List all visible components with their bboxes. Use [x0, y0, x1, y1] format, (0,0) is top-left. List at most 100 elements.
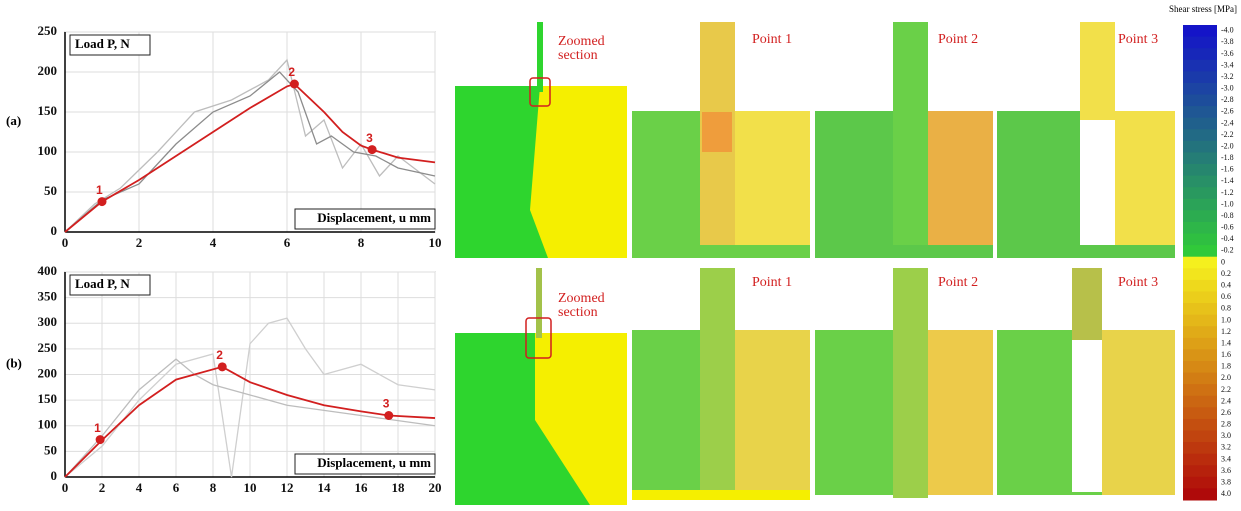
point-label: 3 [383, 397, 390, 411]
colorbar-label: -3.6 [1221, 49, 1234, 58]
y-axis-label: Load P, N [75, 276, 130, 291]
colorbar-label: -2.8 [1221, 95, 1234, 104]
x-tick-label: 6 [173, 480, 180, 495]
colorbar-swatch [1183, 71, 1217, 84]
colorbar-swatch [1183, 36, 1217, 49]
colorbar-label: 2.0 [1221, 373, 1231, 382]
colorbar-label: -2.0 [1221, 141, 1234, 150]
x-axis-label: Displacement, u mm [317, 455, 431, 470]
colorbar-label: -0.4 [1221, 234, 1234, 243]
y-tick-label: 250 [38, 340, 58, 355]
point-title: Point 3 [1118, 275, 1158, 290]
colorbar-swatch [1183, 233, 1217, 246]
colorbar-swatch [1183, 187, 1217, 200]
y-tick-label: 50 [44, 183, 57, 198]
colorbar-swatch [1183, 372, 1217, 385]
colorbar-label: -2.6 [1221, 107, 1234, 116]
point-marker [217, 362, 227, 372]
colorbar-label: -3.2 [1221, 72, 1234, 81]
fe-zoom-b [455, 268, 627, 505]
colorbar-swatch [1183, 418, 1217, 431]
colorbar-swatch [1183, 48, 1217, 61]
x-label-box [294, 453, 436, 475]
colorbar-title: Shear stress [MPa] [1169, 4, 1237, 14]
colorbar-swatch [1183, 25, 1217, 38]
y-tick-label: 150 [38, 391, 58, 406]
point-label: 1 [94, 421, 101, 435]
colorbar-label: 1.0 [1221, 315, 1231, 324]
colorbar-swatch [1183, 59, 1217, 72]
x-tick-label: 18 [392, 480, 406, 495]
x-tick-label: 10 [244, 480, 257, 495]
colorbar-label: -0.6 [1221, 223, 1234, 232]
colorbar-swatch [1183, 326, 1217, 339]
zoom-label: Zoomed section [558, 34, 605, 63]
colorbar-swatch [1183, 268, 1217, 281]
x-tick-label: 14 [318, 480, 332, 495]
colorbar-label: 4.0 [1221, 489, 1231, 498]
y-tick-label: 200 [38, 365, 58, 380]
colorbar-swatch [1183, 442, 1217, 455]
colorbar-label: 3.0 [1221, 431, 1231, 440]
data-line [64, 71, 436, 233]
colorbar-swatch [1183, 314, 1217, 327]
colorbar-label: -3.4 [1221, 60, 1234, 69]
y-tick-label: 150 [38, 103, 58, 118]
data-line [64, 365, 436, 478]
point-marker [95, 435, 105, 445]
point-title: Point 1 [752, 32, 792, 47]
colorbar-label: 0.2 [1221, 269, 1231, 278]
colorbar-swatch [1183, 488, 1217, 501]
data-line [64, 58, 436, 233]
colorbar-swatch [1183, 152, 1217, 165]
x-axis-label: Displacement, u mm [317, 210, 431, 225]
colorbar-label: -1.8 [1221, 153, 1234, 162]
data-line [64, 358, 436, 478]
colorbar-label: 0.8 [1221, 304, 1231, 313]
colorbar-swatch [1183, 476, 1217, 489]
colorbar-swatch [1183, 106, 1217, 119]
x-tick-label: 0 [62, 235, 69, 250]
colorbar-label: -2.2 [1221, 130, 1234, 139]
colorbar-swatch [1183, 453, 1217, 466]
colorbar-label: -1.0 [1221, 199, 1234, 208]
colorbar-label: -2.4 [1221, 118, 1234, 127]
colorbar-swatch [1183, 198, 1217, 211]
colorbar-swatch [1183, 82, 1217, 96]
colorbar-swatch [1183, 349, 1217, 362]
x-tick-label: 4 [136, 480, 143, 495]
y-tick-label: 0 [51, 223, 58, 238]
panel-label: (a) [6, 113, 21, 128]
point-title: Point 2 [938, 275, 978, 290]
colorbar-swatch [1183, 117, 1217, 130]
colorbar-label: 0.6 [1221, 292, 1231, 301]
y-tick-label: 300 [38, 314, 58, 329]
data-line [64, 317, 436, 478]
fe-panels: Zoomed section Zoomed section Point 1 Point 2… [558, 22, 1175, 500]
x-tick-label: 20 [429, 480, 442, 495]
x-tick-label: 0 [62, 480, 69, 495]
colorbar-swatch [1183, 129, 1217, 142]
colorbar-label: 2.6 [1221, 408, 1231, 417]
colorbar-swatch [1183, 360, 1217, 374]
colorbar-label: -1.2 [1221, 188, 1234, 197]
colorbar-label: 3.4 [1221, 454, 1231, 463]
colorbar: Shear stress [MPa] -4.0 -3.8 -3.6 -3.4 -3.2 -3… [1169, 4, 1237, 501]
colorbar-swatch [1183, 303, 1217, 316]
colorbar-label: 2.8 [1221, 420, 1231, 429]
colorbar-swatch [1183, 279, 1217, 292]
x-tick-label: 6 [284, 235, 291, 250]
y-tick-label: 250 [38, 23, 58, 38]
point-marker [367, 145, 377, 155]
y-tick-label: 350 [38, 289, 58, 304]
colorbar-swatch [1183, 140, 1217, 153]
y-label-box [69, 34, 151, 56]
point-label: 3 [366, 131, 373, 145]
colorbar-swatch [1183, 245, 1217, 258]
colorbar-swatch [1183, 94, 1217, 107]
colorbar-label: -4.0 [1221, 26, 1234, 35]
x-tick-label: 8 [358, 235, 365, 250]
